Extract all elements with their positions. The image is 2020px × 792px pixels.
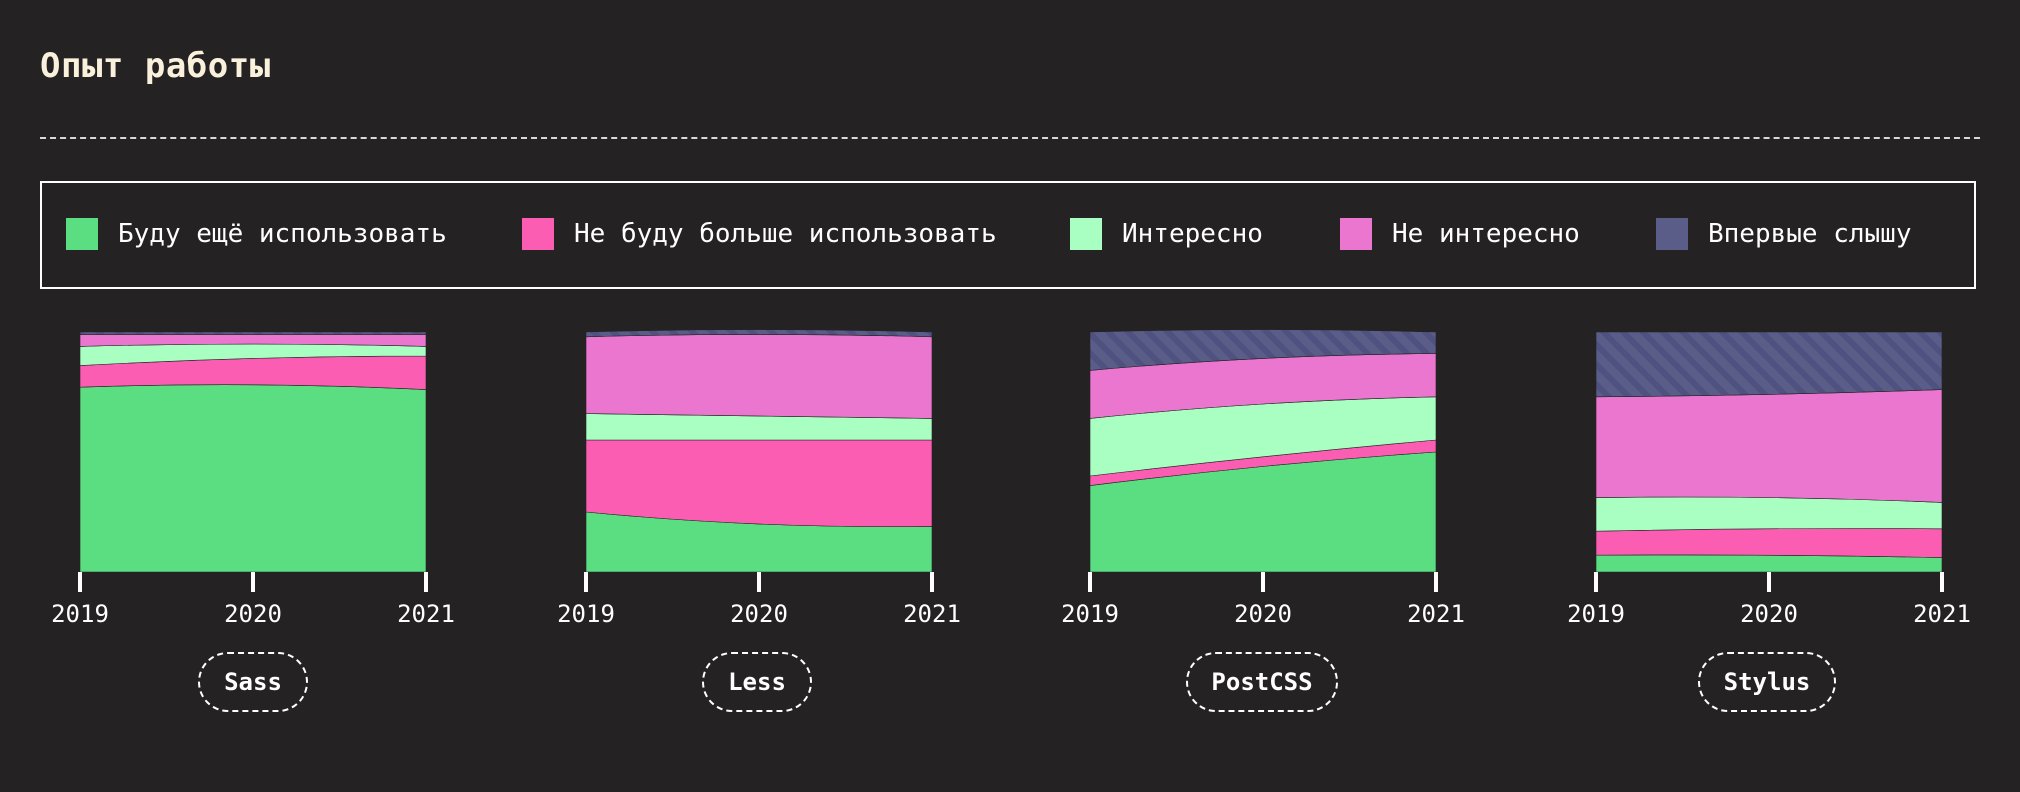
- x-tick-label-less-2020: 2020: [730, 600, 788, 628]
- x-tick-label-less-2021: 2021: [903, 600, 961, 628]
- legend-label-not-interested: Не интересно: [1392, 219, 1580, 249]
- legend-swatch-wont-use: [522, 218, 554, 250]
- area-stylus-will-use: [1595, 554, 1943, 573]
- area-stylus-wont-use: [1595, 528, 1943, 558]
- x-tick-label-sass-2021: 2021: [397, 600, 455, 628]
- legend-item-will-use: Буду ещё использовать: [66, 217, 447, 251]
- tool-label-postcss: PostCSS: [1186, 652, 1338, 712]
- chart-postcss: 2019 2020 2021: [1061, 329, 1465, 628]
- x-tick-label-sass-2020: 2020: [224, 600, 282, 628]
- area-stylus-never-heard: [1595, 331, 1943, 398]
- area-less-never-heard: [585, 329, 933, 338]
- legend-swatch-will-use: [66, 218, 98, 250]
- page-title: Опыт работы: [40, 46, 271, 86]
- legend-swatch-not-interested: [1340, 218, 1372, 250]
- legend-label-will-use: Буду ещё использовать: [118, 219, 447, 249]
- area-less-wont-use: [585, 439, 933, 527]
- x-tick-label-stylus-2019: 2019: [1567, 600, 1625, 628]
- x-tick-label-stylus-2020: 2020: [1740, 600, 1798, 628]
- legend-item-wont-use: Не буду больше использовать: [522, 217, 997, 251]
- chart-legend: Буду ещё использовать Не буду больше исп…: [40, 181, 1976, 289]
- tool-label-stylus: Stylus: [1698, 652, 1836, 712]
- x-tick-label-less-2019: 2019: [557, 600, 615, 628]
- chart-stylus: 2019 2020 2021: [1567, 331, 1971, 628]
- tool-label-less: Less: [702, 652, 812, 712]
- x-tick-label-stylus-2021: 2021: [1913, 600, 1971, 628]
- legend-label-interested: Интересно: [1122, 219, 1263, 249]
- legend-label-never-heard: Впервые слышу: [1708, 219, 1912, 249]
- legend-swatch-never-heard: [1656, 218, 1688, 250]
- chart-less: 2019 2020 2021: [557, 329, 961, 628]
- area-stylus-not-interested: [1595, 389, 1943, 503]
- x-tick-label-postcss-2020: 2020: [1234, 600, 1292, 628]
- legend-swatch-interested: [1070, 218, 1102, 250]
- area-stylus-interested: [1595, 496, 1943, 532]
- area-sass-will-use: [79, 384, 427, 573]
- tool-label-sass: Sass: [198, 652, 308, 712]
- area-sass-never-heard: [79, 331, 427, 335]
- title-divider: [40, 137, 1980, 139]
- area-postcss-never-heard: [1089, 329, 1437, 371]
- x-tick-label-postcss-2021: 2021: [1407, 600, 1465, 628]
- x-tick-label-postcss-2019: 2019: [1061, 600, 1119, 628]
- x-tick-label-sass-2019: 2019: [51, 600, 109, 628]
- legend-item-never-heard: Впервые слышу: [1656, 217, 1912, 251]
- legend-item-not-interested: Не интересно: [1340, 217, 1580, 251]
- area-less-not-interested: [585, 334, 933, 419]
- legend-item-interested: Интересно: [1070, 217, 1263, 251]
- legend-label-wont-use: Не буду больше использовать: [574, 219, 997, 249]
- chart-sass: 2019 2020 2021: [51, 331, 455, 628]
